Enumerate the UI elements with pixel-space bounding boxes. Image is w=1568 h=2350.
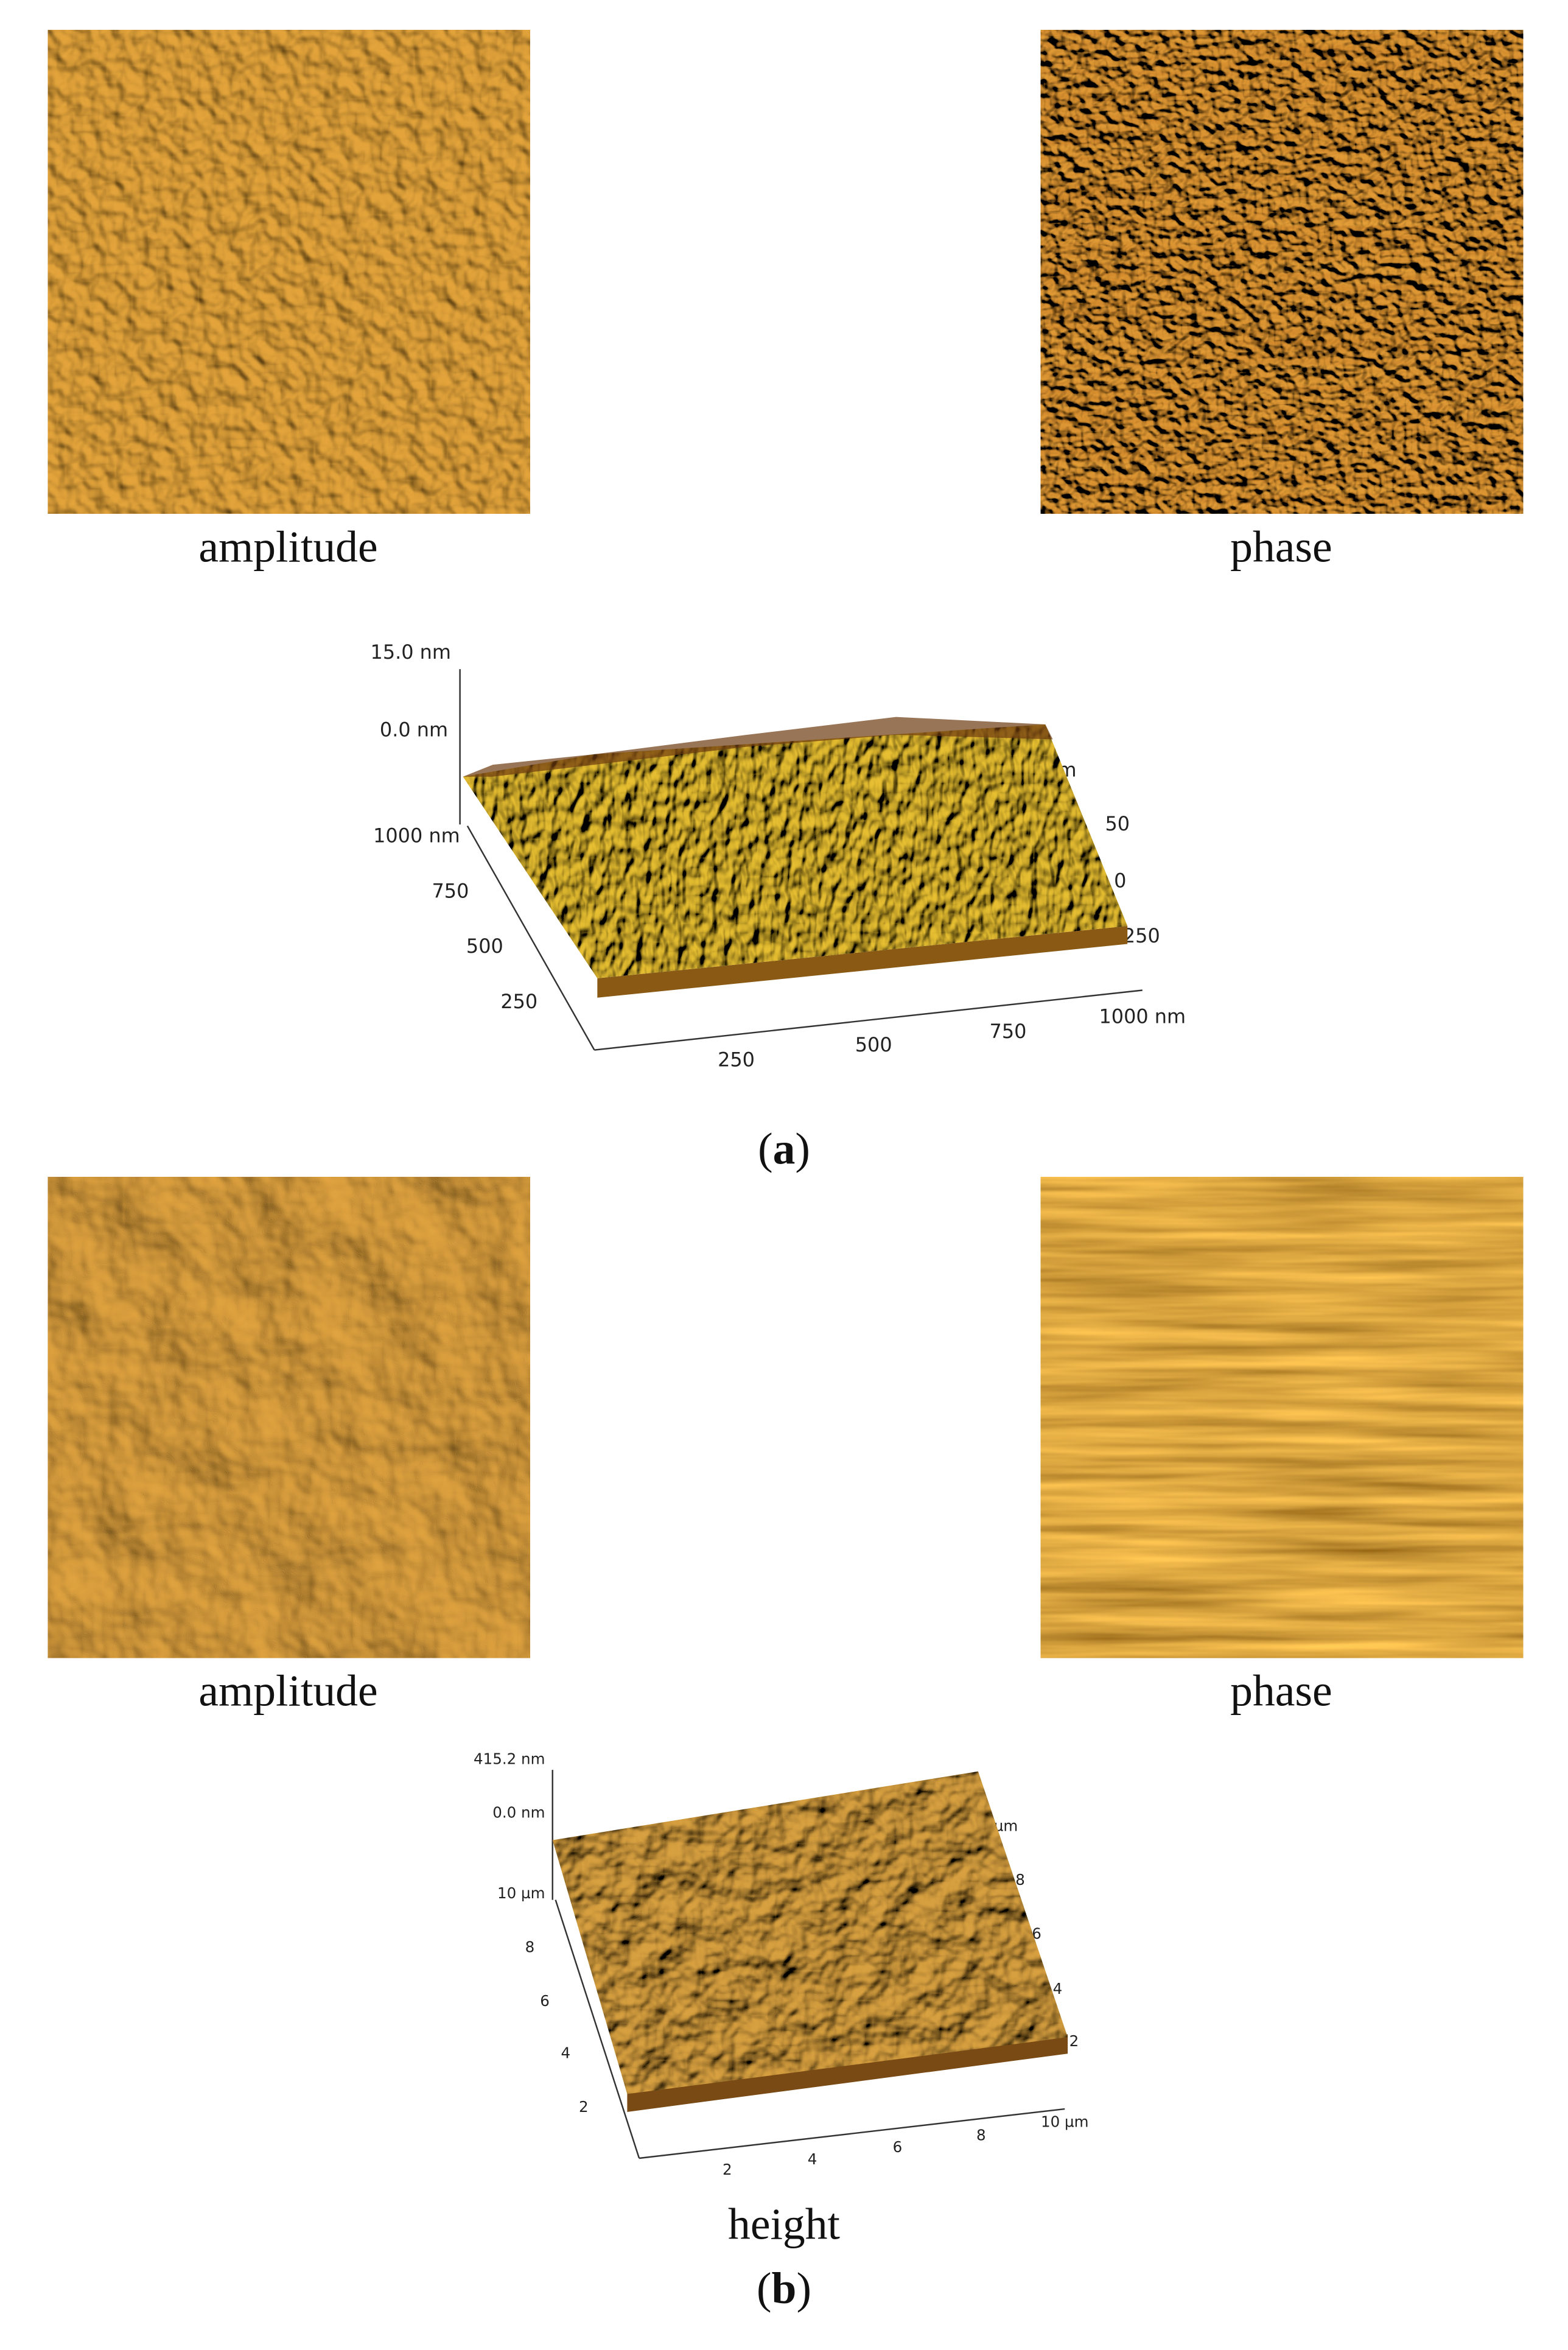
panel-label-part: (: [757, 2263, 772, 2313]
axis-label: 6: [893, 2138, 903, 2156]
caption: height: [728, 2198, 840, 2248]
axis-label: 6: [1032, 1924, 1041, 1942]
y-axis: [555, 1899, 640, 2159]
axis-label: 500: [466, 935, 503, 958]
axis-label: 0.0 nm: [380, 718, 448, 741]
panel-label-part: b: [772, 2263, 797, 2313]
x-axis: [594, 989, 1143, 1051]
amplitude-image: [47, 1177, 530, 1658]
panel-label: (b): [757, 2263, 811, 2313]
ridge: [463, 717, 1053, 777]
axis-label: 2: [723, 2161, 732, 2178]
panel-label-part: ): [796, 2263, 811, 2313]
axis-label: 500: [855, 1033, 892, 1056]
axis-label: 250: [718, 1048, 755, 1072]
axis-label: 2: [1069, 2032, 1079, 2050]
axis-label: 750: [990, 1020, 1027, 1043]
phase-image: [1040, 1177, 1524, 1658]
height-surface: [552, 1771, 1068, 2094]
caption: amplitude: [198, 1666, 377, 1716]
front-edge: [597, 926, 1128, 998]
axis-label: 8: [976, 2127, 986, 2144]
axis-label: 1000 nm: [373, 824, 460, 847]
axis-label: 0.0 nm: [492, 1804, 545, 1822]
axis-label: 250: [1123, 924, 1160, 947]
axis-label: 2: [579, 2098, 589, 2116]
axis-label: 15.0 nm: [371, 640, 451, 664]
height-surface: [463, 724, 1128, 978]
axis-label: 10 µm: [1041, 2113, 1088, 2130]
axis-label: 8: [525, 1938, 535, 1955]
phase-image: [1040, 30, 1524, 514]
height-plot-b: [551, 1770, 1065, 2159]
height-plot-a: [459, 669, 1143, 1051]
axis-label: 4: [561, 2044, 571, 2062]
panel-label: (a): [758, 1123, 810, 1173]
axis-label: 50: [1105, 812, 1130, 835]
caption: amplitude: [198, 521, 377, 571]
axis-label: 250: [500, 990, 537, 1013]
panel-label-part: (: [758, 1123, 773, 1173]
caption: phase: [1230, 521, 1332, 571]
panel-label-part: ): [795, 1123, 810, 1173]
axis-label: 0: [1114, 869, 1126, 892]
amplitude-image: [47, 30, 530, 514]
y-axis: [466, 826, 595, 1051]
front-edge: [627, 2034, 1068, 2112]
axis-label: 1000 nm: [1099, 1005, 1186, 1028]
panel-label-part: a: [773, 1123, 796, 1173]
axis-label: 8: [1015, 1871, 1025, 1889]
x-axis: [639, 2108, 1065, 2159]
axis-label: 10 µm: [497, 1884, 545, 1902]
axis-label: 6: [540, 1992, 550, 2010]
axis-label: 415.2 nm: [474, 1750, 545, 1767]
axis-label: 4: [808, 2150, 817, 2168]
caption: phase: [1230, 1666, 1332, 1716]
axis-label: 750: [432, 879, 469, 902]
axis-label: 4: [1053, 1980, 1063, 1998]
